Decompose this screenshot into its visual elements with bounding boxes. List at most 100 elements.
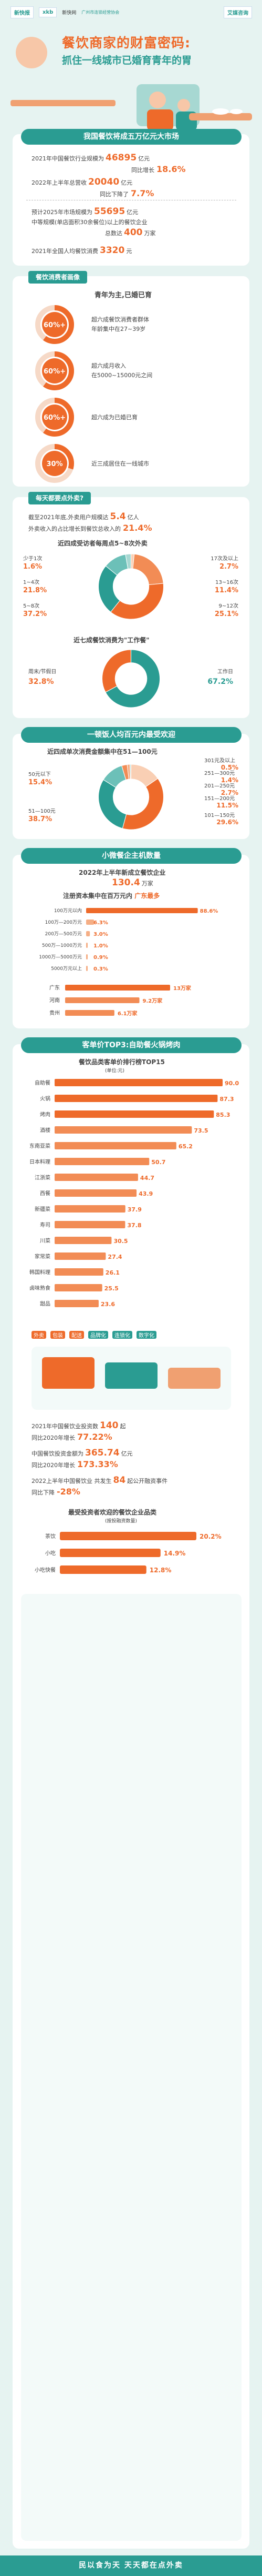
stat-2021-growth: 同比增长 18.6% bbox=[131, 164, 186, 174]
price-value: 44.7 bbox=[140, 1175, 154, 1181]
donut-text2: 在5000~15000元之间 bbox=[91, 371, 152, 379]
price-category: 火锅 bbox=[40, 1096, 50, 1102]
logo-xkb: xkb bbox=[39, 7, 57, 17]
spend-label: 201—250元 bbox=[204, 783, 235, 789]
capital-label: 200万—500万元 bbox=[45, 932, 82, 937]
price-title: 餐饮品类客单价排行榜TOP15 bbox=[79, 1058, 165, 1066]
price-value: 87.3 bbox=[219, 1096, 234, 1103]
spend-title: 近四成单次消费金额集中在51—100元 bbox=[47, 748, 158, 755]
spend-label: 50元以下 bbox=[28, 772, 51, 777]
price-value: 30.5 bbox=[113, 1238, 128, 1245]
price-value: 85.3 bbox=[216, 1112, 230, 1118]
province-value: 6.1万家 bbox=[118, 1010, 138, 1017]
invest-category: 小吃 bbox=[45, 1550, 56, 1557]
price-bar bbox=[55, 1189, 137, 1197]
trend-package: 包装 bbox=[50, 1331, 65, 1339]
price-value: 26.1 bbox=[106, 1269, 120, 1276]
takeout-users: 截至2021年底,外卖用户规模达 5.4 亿人 bbox=[28, 511, 139, 522]
province-bar bbox=[65, 985, 170, 991]
consumer-subtitle: 青年为主,已婚已育 bbox=[95, 291, 152, 299]
price-bar bbox=[55, 1268, 103, 1276]
work-title: 近七成餐饮消费为"工作餐" bbox=[74, 637, 150, 644]
price-category: 酒楼 bbox=[40, 1127, 50, 1134]
price-category: 甜品 bbox=[40, 1300, 50, 1307]
work-value: 67.2% bbox=[207, 678, 233, 686]
price-category: 寿司 bbox=[40, 1221, 50, 1228]
capital-bar bbox=[86, 954, 88, 959]
freq-value: 2.7% bbox=[219, 563, 238, 571]
province-value: 9.2万家 bbox=[143, 997, 163, 1004]
freq-slice bbox=[132, 553, 164, 585]
invest-count-growth: 同比2020年增长 77.22% bbox=[32, 1432, 112, 1442]
consumer-donut-3: 60%+ 超六成为已婚已育 bbox=[35, 398, 138, 437]
price-category: 烤肉 bbox=[40, 1111, 50, 1118]
work-donut-chart: 周末/节假日 32.8% 工作日 67.2% bbox=[28, 649, 233, 708]
price-category: 江浙菜 bbox=[35, 1175, 50, 1181]
capital-bar bbox=[86, 966, 88, 971]
price-category: 新疆菜 bbox=[35, 1206, 50, 1213]
stat-enterprise-count: 总数达 400 万家 bbox=[105, 227, 156, 238]
capital-value: 0.3% bbox=[93, 966, 108, 972]
capital-value: 88.6% bbox=[200, 908, 218, 914]
freq-value: 37.2% bbox=[23, 610, 47, 618]
stat-enterprise-desc: 中等规模(单店面积30余餐位)以上的餐饮企业 bbox=[32, 219, 148, 226]
freq-value: 11.4% bbox=[215, 587, 238, 594]
hero-subtitle: 抓住一线城市已婚育青年的胃 bbox=[62, 55, 192, 66]
invest-amount-growth: 同比2020年增长 173.33% bbox=[32, 1459, 118, 1469]
province-value: 13万家 bbox=[173, 985, 192, 992]
consumer-donut-arc bbox=[35, 305, 74, 344]
capital-value: 0.9% bbox=[93, 955, 108, 961]
donut-pct: 60%+ bbox=[44, 321, 66, 329]
province-bar bbox=[65, 997, 140, 1003]
freq-label: 9~12次 bbox=[219, 602, 238, 609]
capital-label: 100万元以内 bbox=[54, 907, 82, 914]
trend-delivery: 配送 bbox=[69, 1331, 84, 1339]
spend-label: 51—100元 bbox=[28, 809, 56, 814]
spend-label: 301元及以上 bbox=[204, 757, 235, 764]
price-value: 25.5 bbox=[104, 1285, 119, 1292]
capital-value: 3.0% bbox=[93, 932, 108, 937]
spend-slice bbox=[122, 778, 164, 830]
invest-category: 小吃快餐 bbox=[35, 1567, 56, 1573]
price-bar bbox=[55, 1300, 99, 1307]
consumer-donut-arc bbox=[35, 398, 74, 437]
capital-label: 1000万—5000万元 bbox=[39, 955, 82, 960]
stat-2025-forecast: 预计2025年市场规模为 55695 亿元 bbox=[32, 206, 139, 217]
freq-slice bbox=[110, 583, 164, 620]
price-bar bbox=[55, 1252, 106, 1260]
freq-value: 25.1% bbox=[215, 610, 238, 618]
invest-bar bbox=[60, 1532, 196, 1540]
donut-pct: 30% bbox=[46, 460, 62, 468]
freq-label: 少于1次 bbox=[23, 555, 42, 562]
trend-digital: 数字化 bbox=[137, 1331, 156, 1339]
trend-brand: 品牌化 bbox=[88, 1331, 108, 1339]
price-value: 27.4 bbox=[108, 1254, 122, 1260]
spend-value: 38.7% bbox=[28, 815, 52, 823]
capital-label: 5000万元以上 bbox=[51, 966, 82, 972]
price-bar-chart: 自助餐 90.0 火锅 87.3 烤肉 85.3 酒楼 73.5 东南亚菜 65.2 日本料理 50.… bbox=[29, 1079, 239, 1308]
spend-slice bbox=[98, 779, 127, 829]
decorative-fill bbox=[21, 1594, 242, 2541]
capital-value: 6.3% bbox=[93, 920, 108, 926]
price-category: 卤味熟食 bbox=[29, 1285, 50, 1291]
price-value: 90.0 bbox=[225, 1080, 239, 1087]
work-label: 周末/节假日 bbox=[28, 668, 56, 675]
freq-label: 5~8次 bbox=[23, 602, 39, 609]
work-slice bbox=[105, 649, 160, 708]
hero-title: 餐饮商家的财富密码: bbox=[62, 35, 191, 50]
logo-xinkuaibao: 新快报 bbox=[11, 6, 34, 18]
province-bar bbox=[65, 1010, 114, 1016]
financing-events: 2022上半年中国餐饮业 共发生 84 起公开融资事件 bbox=[32, 1475, 168, 1486]
consumer-donut-4: 30% 近三成居住在一线城市 bbox=[35, 444, 149, 483]
price-category: 日本料理 bbox=[29, 1158, 50, 1165]
freq-label: 1~4次 bbox=[23, 579, 39, 585]
spend-value: 2.7% bbox=[221, 789, 238, 796]
spend-value: 11.5% bbox=[216, 802, 238, 809]
stat-2022-revenue: 2022年上半年总营收 20040 亿元 bbox=[32, 177, 133, 187]
new-enterprise-title: 2022年上半年新成立餐饮企业 bbox=[79, 869, 166, 876]
invest-bar bbox=[60, 1565, 146, 1574]
invest-bar bbox=[60, 1549, 161, 1557]
price-bar bbox=[55, 1158, 150, 1165]
price-bar bbox=[55, 1174, 138, 1181]
